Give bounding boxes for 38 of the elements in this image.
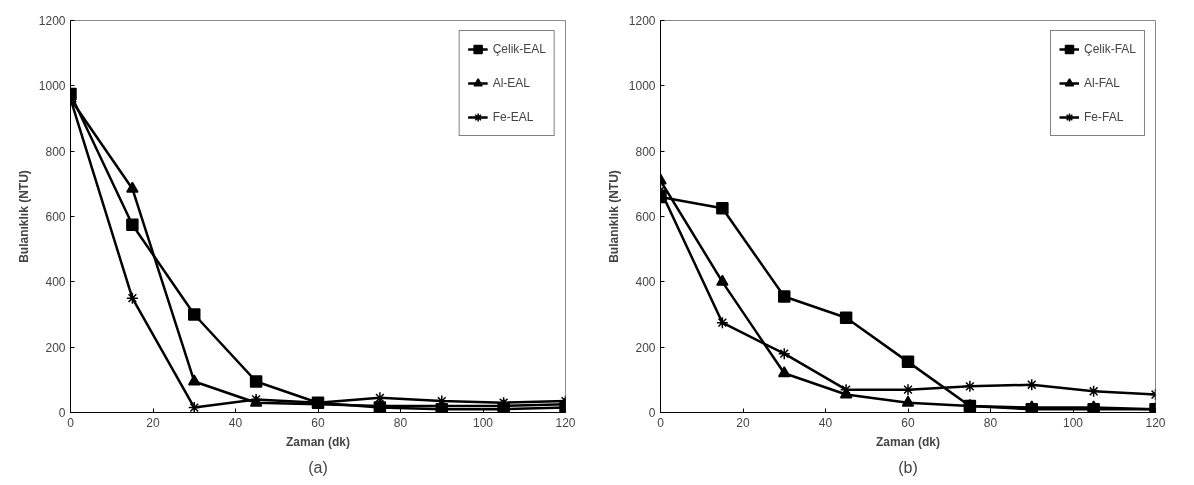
text: (a) bbox=[308, 458, 328, 476]
y-tick-label: 200 bbox=[45, 340, 66, 355]
y-tick-label: 1200 bbox=[38, 14, 66, 28]
legend-label: Fe-FAL bbox=[1083, 110, 1124, 124]
y-tick-label: 800 bbox=[45, 144, 66, 159]
x-tick-label: 20 bbox=[146, 415, 160, 430]
x-tick-label: 120 bbox=[1145, 415, 1166, 430]
legend-label: Fe-EAL bbox=[492, 110, 534, 124]
y-tick-label: 1000 bbox=[38, 79, 66, 94]
x-tick-label: 80 bbox=[983, 415, 998, 430]
legend-label: Al-FAL bbox=[1083, 76, 1120, 90]
y-tick-label: 1200 bbox=[628, 14, 656, 28]
y-axis-title: Bulanıklık (NTU) bbox=[16, 170, 31, 263]
y-tick-label: 0 bbox=[648, 406, 656, 420]
x-tick-label: 100 bbox=[472, 415, 494, 430]
x-tick-label: 120 bbox=[555, 415, 576, 430]
x-tick-label: 40 bbox=[228, 415, 243, 430]
y-tick-label: 800 bbox=[635, 144, 656, 159]
y-tick-label: 0 bbox=[58, 406, 66, 420]
y-axis-title: Bulanıklık (NTU) bbox=[606, 170, 621, 263]
y-tick-label: 1000 bbox=[628, 79, 656, 94]
x-tick-label: 60 bbox=[901, 415, 915, 430]
legend-label: Al-EAL bbox=[492, 76, 530, 90]
y-tick-label: 400 bbox=[635, 275, 656, 290]
y-tick-label: 600 bbox=[45, 210, 66, 224]
legend-label: Çelik-EAL bbox=[492, 42, 546, 56]
x-tick-label: 60 bbox=[311, 415, 325, 430]
x-tick-label: 40 bbox=[818, 415, 833, 430]
legend-label: Çelik-FAL bbox=[1083, 42, 1136, 56]
x-axis-title: Zaman (dk) bbox=[876, 434, 941, 449]
x-axis-title: Zaman (dk) bbox=[286, 434, 351, 449]
x-tick-label: 20 bbox=[736, 415, 750, 430]
x-tick-label: 80 bbox=[393, 415, 408, 430]
text: (b) bbox=[898, 458, 918, 476]
x-tick-label: 100 bbox=[1062, 415, 1084, 430]
y-tick-label: 400 bbox=[45, 275, 66, 290]
y-tick-label: 200 bbox=[635, 340, 656, 355]
y-tick-label: 600 bbox=[635, 210, 656, 224]
